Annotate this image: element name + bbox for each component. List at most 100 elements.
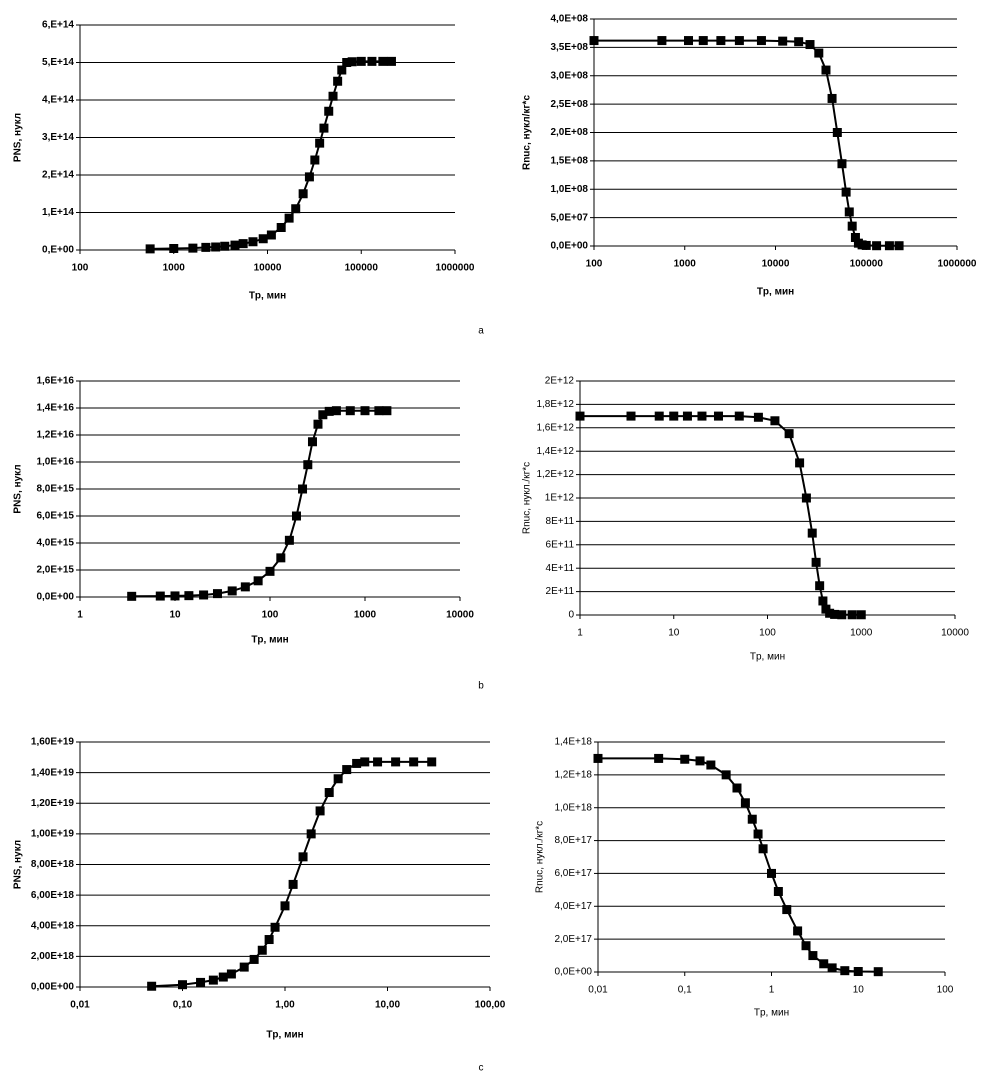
y-tick-label: 4,E+14 (42, 95, 74, 106)
point (825, 608, 835, 618)
point (684, 36, 694, 46)
y-tick-label: 1,6E+12 (536, 422, 574, 433)
point (391, 757, 401, 767)
point (360, 757, 370, 767)
point (342, 58, 352, 67)
y-tick-label: 0,0E+00 (550, 241, 588, 252)
x-tick-label: 0,10 (173, 1000, 193, 1011)
point (732, 783, 742, 793)
point (801, 941, 811, 951)
y-tick-label: 4,0E+17 (554, 901, 592, 912)
point (310, 155, 320, 165)
y-tick-label: 3,5E+08 (550, 42, 588, 53)
x-tick-label: 1 (77, 610, 83, 621)
point (337, 65, 347, 75)
x-tick-label: 100 (586, 259, 603, 270)
y-tick-label: 2,00E+18 (31, 951, 75, 962)
point (821, 65, 831, 75)
point (847, 221, 857, 231)
point (853, 967, 863, 977)
caption: c (479, 1063, 484, 1074)
x-tick-label: 1,00 (275, 1000, 295, 1011)
x-tick-label: 1000 (354, 610, 377, 621)
point (808, 951, 818, 961)
y-tick-label: 1,6E+16 (36, 376, 74, 387)
y-axis-label: Rnuc, нукл./кг*с (522, 462, 533, 534)
x-tick-label: 100000 (850, 259, 884, 270)
point (315, 138, 325, 148)
y-tick-label: 0,0E+00 (554, 967, 592, 978)
point (575, 411, 585, 421)
point (226, 969, 236, 979)
y-tick-label: 2,0E+17 (554, 934, 592, 945)
y-tick-label: 0,0E+00 (36, 592, 74, 603)
series-line (131, 409, 387, 598)
x-tick-label: 100 (937, 985, 954, 996)
point (342, 765, 352, 775)
y-tick-label: 4,0E+08 (550, 14, 588, 25)
point (805, 40, 815, 50)
y-tick-label: 8E+11 (546, 516, 575, 527)
point (837, 159, 847, 169)
x-axis-label: Tp, мин (249, 291, 286, 302)
point (773, 887, 783, 896)
y-tick-label: 1,2E+16 (36, 430, 74, 441)
point (249, 954, 259, 964)
y-tick-label: 4E+11 (546, 563, 575, 574)
x-tick-label: 100 (759, 628, 776, 639)
point (740, 798, 750, 808)
point (208, 975, 218, 985)
point (698, 36, 708, 46)
x-tick-label: 10 (668, 628, 680, 639)
point (734, 411, 744, 421)
y-tick-label: 1,8E+12 (536, 399, 574, 410)
point (367, 56, 377, 66)
point (270, 922, 280, 932)
point (814, 48, 824, 58)
point (894, 241, 904, 251)
point (331, 406, 341, 416)
point (319, 123, 329, 133)
point (861, 240, 871, 250)
point (264, 935, 274, 945)
point (716, 36, 726, 46)
point (795, 458, 805, 468)
x-tick-label: 100000 (345, 263, 379, 274)
point (713, 411, 723, 421)
point (873, 967, 883, 977)
x-tick-label: 10000 (254, 263, 282, 274)
y-tick-label: 5,E+14 (42, 57, 74, 68)
y-tick-label: 2,E+14 (42, 170, 74, 181)
point (818, 596, 828, 606)
y-tick-label: 6,0E+17 (554, 868, 592, 879)
y-tick-label: 2E+12 (545, 376, 575, 387)
y-tick-label: 1,2E+12 (536, 469, 574, 480)
point (239, 962, 249, 972)
x-tick-label: 10,00 (375, 1000, 400, 1011)
x-tick-label: 10 (853, 985, 865, 996)
point (811, 557, 821, 567)
point (841, 187, 851, 197)
point (837, 610, 847, 620)
point (830, 609, 840, 619)
point (360, 406, 370, 416)
point (196, 977, 206, 987)
x-tick-label: 0,01 (70, 1000, 90, 1011)
x-tick-label: 1000 (674, 259, 697, 270)
point (276, 223, 286, 232)
y-tick-label: 6,0E+15 (36, 511, 74, 522)
point (258, 234, 268, 244)
point (238, 239, 248, 249)
y-axis-label: PNS, нукл (13, 464, 24, 513)
point (284, 535, 294, 545)
caption: b (478, 681, 484, 692)
y-tick-label: 4,00E+18 (31, 920, 75, 931)
point (298, 484, 308, 494)
point (298, 852, 308, 862)
point (276, 553, 286, 563)
x-tick-label: 100,00 (475, 1000, 506, 1011)
point (654, 411, 664, 421)
point (212, 589, 222, 599)
point (347, 57, 357, 67)
point (333, 76, 343, 86)
